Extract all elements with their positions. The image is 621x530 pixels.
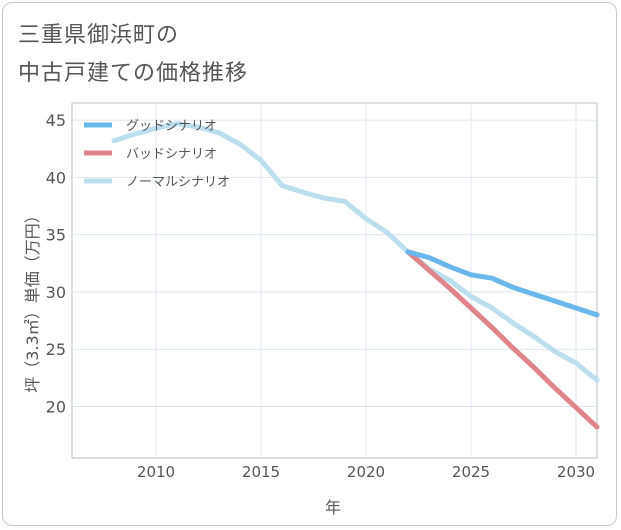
y-tick-label: 45 <box>46 111 66 130</box>
y-tick-label: 20 <box>46 397 66 416</box>
plot-area <box>71 102 598 459</box>
legend-label-bad: バッドシナリオ <box>126 147 217 162</box>
y-tick-label: 30 <box>46 283 66 302</box>
chart-title-line2: 中古戸建ての価格推移 <box>18 61 249 86</box>
series-line-bad <box>405 249 600 430</box>
series-line-normal <box>111 121 600 383</box>
x-tick-label: 2030 <box>557 463 595 481</box>
series-lines <box>111 121 600 430</box>
y-tick-label: 35 <box>46 226 66 245</box>
x-tick-labels: 2010 2015 2020 2025 2030 <box>137 463 595 481</box>
x-axis-label: 年 <box>325 498 341 517</box>
x-tick-label: 2015 <box>242 463 280 481</box>
grid-lines <box>72 103 597 458</box>
legend-label-good: グッドシナリオ <box>126 119 217 134</box>
y-tick-label: 40 <box>46 168 66 187</box>
y-axis-label: 坪（3.3㎡）単価（万円） <box>23 207 42 392</box>
chart-title-line1: 三重県御浜町の <box>18 23 180 48</box>
x-tick-label: 2010 <box>137 463 175 481</box>
series-line-good <box>405 249 600 318</box>
y-tick-label: 25 <box>46 340 66 359</box>
y-tick-labels: 20 25 30 35 40 45 <box>46 111 66 416</box>
x-tick-label: 2020 <box>347 463 385 481</box>
legend-label-normal: ノーマルシナリオ <box>126 175 230 190</box>
x-tick-label: 2025 <box>452 463 490 481</box>
